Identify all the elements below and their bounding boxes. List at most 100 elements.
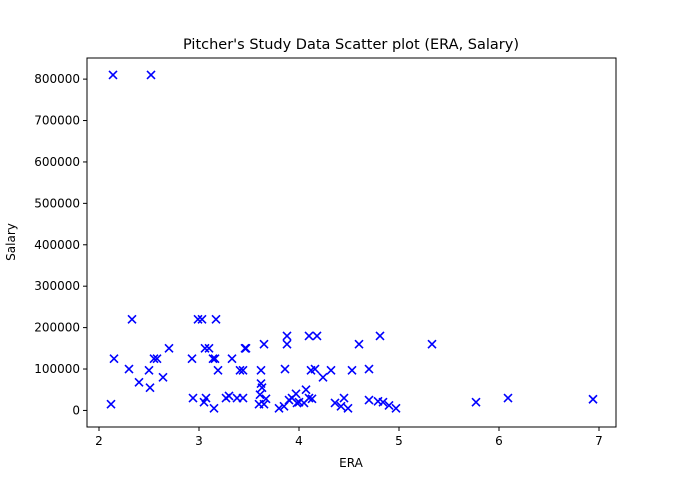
data-point-stroke: [471, 397, 481, 407]
data-point-stroke: [312, 331, 322, 341]
data-point-stroke: [134, 377, 144, 387]
data-point: [343, 403, 353, 413]
data-point: [204, 343, 214, 353]
data-point: [274, 403, 284, 413]
data-point: [227, 354, 237, 364]
data-point-stroke: [224, 391, 234, 401]
y-tick-label: 300000: [34, 279, 80, 293]
data-point-stroke: [259, 339, 269, 349]
x-tick-label: 2: [95, 434, 103, 448]
data-point: [152, 354, 162, 364]
plot-area: [86, 57, 617, 428]
data-point: [364, 395, 374, 405]
data-point-stroke: [330, 398, 340, 408]
data-point-stroke: [503, 393, 513, 403]
data-point: [124, 364, 134, 374]
data-point: [261, 394, 271, 404]
data-point: [364, 364, 374, 374]
data-point-stroke: [145, 383, 155, 393]
data-point: [149, 354, 159, 364]
data-point: [588, 394, 598, 404]
data-point: [255, 390, 265, 400]
data-point: [144, 365, 154, 375]
data-point: [378, 397, 388, 407]
data-point-stroke: [384, 400, 394, 411]
data-point: [208, 354, 218, 364]
data-point: [310, 364, 320, 374]
data-point: [213, 365, 223, 375]
data-point-stroke: [304, 393, 314, 403]
data-point: [375, 331, 385, 341]
data-point-stroke: [227, 354, 237, 364]
data-point: [292, 398, 302, 408]
x-tick-label: 5: [395, 434, 403, 448]
data-point: [336, 401, 346, 411]
data-point-stroke: [282, 331, 292, 341]
data-point-stroke: [588, 394, 598, 404]
points-layer: [106, 70, 598, 413]
data-point-stroke: [235, 365, 245, 375]
data-point: [304, 393, 314, 403]
data-point: [339, 393, 349, 403]
data-point: [259, 339, 269, 349]
data-point-stroke: [301, 385, 311, 395]
data-point-stroke: [210, 354, 220, 364]
data-point-stroke: [294, 397, 304, 407]
data-point-stroke: [373, 396, 383, 406]
data-point-stroke: [307, 394, 317, 404]
data-point: [347, 365, 357, 375]
data-point: [109, 354, 119, 364]
y-tick-label: 200000: [34, 321, 80, 335]
data-point: [200, 343, 210, 353]
data-point: [427, 339, 437, 349]
data-point: [471, 397, 481, 407]
data-point-stroke: [200, 343, 210, 353]
data-point-stroke: [259, 399, 269, 409]
data-point: [145, 383, 155, 393]
data-point-stroke: [310, 364, 320, 374]
data-point: [257, 383, 267, 393]
data-point: [187, 354, 197, 364]
data-point-stroke: [146, 70, 156, 80]
data-point-stroke: [127, 314, 137, 324]
data-point-stroke: [378, 397, 388, 407]
data-point-stroke: [375, 331, 385, 341]
data-point: [164, 343, 174, 353]
data-point-stroke: [256, 365, 266, 375]
data-point: [391, 403, 401, 413]
data-point-stroke: [364, 364, 374, 374]
data-point-stroke: [241, 343, 251, 353]
data-point-stroke: [201, 393, 211, 403]
data-point: [304, 331, 314, 341]
y-tick-label: 600000: [34, 155, 80, 169]
data-point: [280, 364, 290, 374]
data-point-stroke: [255, 390, 265, 400]
data-point: [241, 343, 251, 353]
data-point-stroke: [347, 365, 357, 375]
data-point-stroke: [280, 364, 290, 374]
data-point: [127, 314, 137, 324]
data-point-stroke: [197, 314, 207, 324]
data-point: [158, 372, 168, 382]
data-point-stroke: [238, 393, 248, 403]
data-point: [312, 331, 322, 341]
data-point: [108, 70, 118, 80]
data-point: [282, 339, 292, 349]
data-point: [318, 372, 328, 382]
x-tick-label: 4: [295, 434, 303, 448]
data-point-stroke: [343, 403, 353, 413]
data-point-stroke: [144, 365, 154, 375]
data-point: [211, 314, 221, 324]
data-point-stroke: [188, 393, 198, 403]
y-tick-label: 700000: [34, 114, 80, 128]
data-point-stroke: [106, 399, 116, 409]
data-point-stroke: [187, 354, 197, 364]
data-point: [307, 394, 317, 404]
data-point-stroke: [339, 393, 349, 403]
data-point-stroke: [164, 343, 174, 353]
data-point-stroke: [282, 339, 292, 349]
y-tick-label: 0: [72, 403, 80, 417]
x-tick-label: 7: [595, 434, 603, 448]
data-point-stroke: [364, 395, 374, 405]
data-point-stroke: [336, 401, 346, 411]
